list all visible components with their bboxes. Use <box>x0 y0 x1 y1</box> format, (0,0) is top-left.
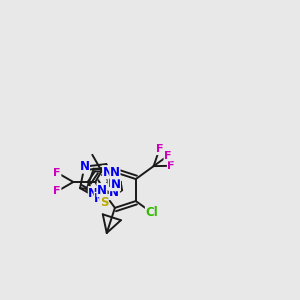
Text: N: N <box>80 160 89 173</box>
Text: N: N <box>108 177 118 190</box>
Text: N: N <box>110 187 119 200</box>
Text: F: F <box>164 151 172 161</box>
Text: N: N <box>94 193 104 206</box>
Text: N: N <box>110 178 120 190</box>
Text: S: S <box>100 196 108 209</box>
Text: N: N <box>97 184 107 196</box>
Text: N: N <box>88 187 98 200</box>
Text: N: N <box>110 166 120 179</box>
Text: F: F <box>156 145 163 154</box>
Text: F: F <box>167 161 175 171</box>
Text: F: F <box>53 186 61 196</box>
Text: Cl: Cl <box>146 206 158 219</box>
Text: F: F <box>53 168 61 178</box>
Text: N: N <box>103 166 113 179</box>
